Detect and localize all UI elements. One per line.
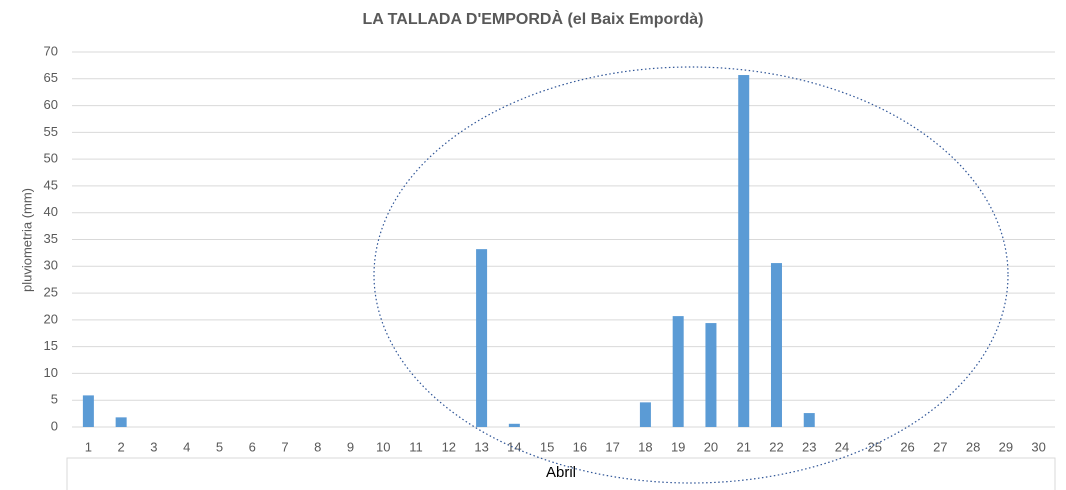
y-tick-label: 5 [51, 392, 58, 407]
x-tick-label: 4 [183, 439, 190, 454]
x-tick-label: 6 [249, 439, 256, 454]
x-tick-label: 24 [835, 439, 849, 454]
x-tick-label: 26 [900, 439, 914, 454]
x-tick-label: 12 [442, 439, 456, 454]
bar [476, 249, 488, 427]
x-tick-label: 11 [409, 439, 423, 454]
bar [672, 316, 684, 427]
x-tick-label: 8 [314, 439, 321, 454]
x-axis-label: Abril [546, 464, 576, 481]
bar [705, 323, 717, 427]
x-tick-label: 22 [769, 439, 783, 454]
y-tick-label: 45 [44, 177, 58, 192]
x-tick-label: 15 [540, 439, 554, 454]
x-tick-label: 20 [704, 439, 718, 454]
y-tick-label: 25 [44, 285, 58, 300]
bar [738, 75, 750, 428]
x-tick-label: 14 [507, 439, 521, 454]
x-tick-label: 16 [573, 439, 587, 454]
x-tick-label: 10 [376, 439, 390, 454]
y-tick-label: 15 [44, 338, 58, 353]
x-tick-label: 29 [999, 439, 1013, 454]
y-tick-label: 50 [44, 151, 58, 166]
bar [803, 413, 815, 427]
x-tick-label: 1 [85, 439, 92, 454]
y-tick-label: 55 [44, 124, 58, 139]
bar [115, 417, 127, 427]
x-tick-label: 7 [281, 439, 288, 454]
y-tick-label: 30 [44, 258, 58, 273]
y-tick-label: 65 [44, 70, 58, 85]
y-tick-label: 70 [44, 43, 58, 58]
x-tick-label: 28 [966, 439, 980, 454]
x-tick-label: 13 [474, 439, 488, 454]
x-tick-label: 18 [638, 439, 652, 454]
x-tick-label: 25 [868, 439, 882, 454]
x-tick-label: 30 [1031, 439, 1045, 454]
x-tick-label: 17 [605, 439, 619, 454]
y-tick-label: 20 [44, 311, 58, 326]
x-tick-label: 27 [933, 439, 947, 454]
y-tick-label: 40 [44, 204, 58, 219]
bar [508, 423, 520, 427]
x-tick-label: 9 [347, 439, 354, 454]
y-axis-label: pluviometria (mm) [19, 188, 34, 292]
x-tick-label: 3 [150, 439, 157, 454]
x-tick-label: 23 [802, 439, 816, 454]
y-tick-label: 0 [51, 418, 58, 433]
bar [82, 395, 94, 427]
bar [770, 263, 782, 427]
x-tick-label: 19 [671, 439, 685, 454]
x-tick-label: 5 [216, 439, 223, 454]
x-label-box [66, 457, 1056, 490]
x-tick-label: 2 [118, 439, 125, 454]
y-tick-label: 10 [44, 365, 58, 380]
x-tick-label: 21 [736, 439, 750, 454]
y-tick-label: 60 [44, 97, 58, 112]
y-tick-label: 35 [44, 231, 58, 246]
chart-title: LA TALLADA D'EMPORDÀ (el Baix Empordà) [363, 9, 704, 28]
bar [639, 402, 651, 427]
highlight-ellipse [373, 66, 1009, 484]
